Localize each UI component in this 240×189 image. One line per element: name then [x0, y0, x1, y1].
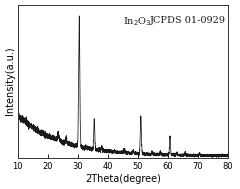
- Text: In$_2$O$_3$: In$_2$O$_3$: [123, 15, 151, 28]
- Text: JCPDS 01-0929: JCPDS 01-0929: [150, 15, 226, 25]
- Y-axis label: Intensity(a.u.): Intensity(a.u.): [5, 47, 15, 115]
- X-axis label: 2Theta(degree): 2Theta(degree): [85, 174, 161, 184]
